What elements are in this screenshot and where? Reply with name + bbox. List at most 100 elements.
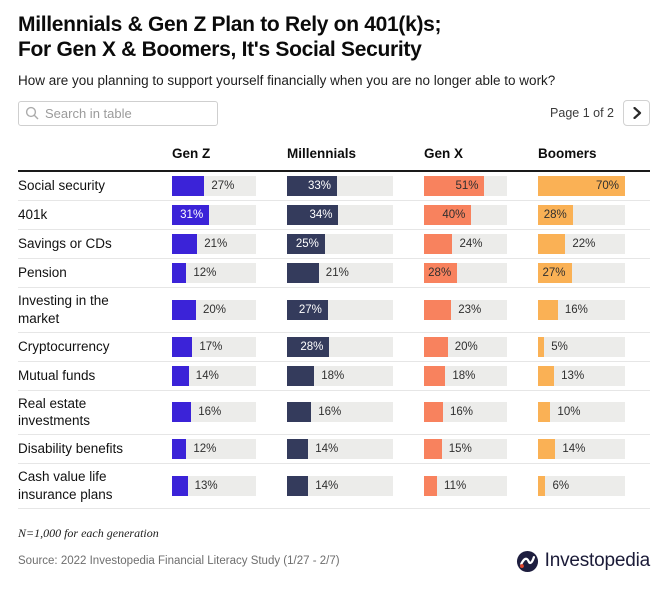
bar-value-label: 21% [325,267,349,279]
bar [424,299,452,320]
bar-cell: 11% [424,476,507,497]
title-line-2: For Gen X & Boomers, It's Social Securit… [18,38,422,61]
bar [172,205,210,225]
bar [172,476,188,497]
bar-value-label: 20% [454,340,478,353]
bar-cell: 18% [424,365,507,386]
bar-track: 16% [424,402,507,423]
bar-cell: 24% [424,234,507,254]
sample-size-note: N=1,000 for each generation [18,525,159,540]
bar [287,476,309,497]
bar-cell: 14% [538,439,625,460]
bar-cell: 21% [172,234,256,254]
bar [172,365,189,386]
bar-cell: 33% [287,176,393,196]
bar-value-label: 25% [295,238,319,250]
bar-cell: 21% [287,263,393,283]
bar [424,365,446,386]
bar [172,336,193,357]
search-box[interactable] [18,100,218,126]
bar-value-label: 21% [204,238,228,250]
bar [538,439,556,460]
bar-value-label: 40% [442,209,466,221]
bar-value-label: 22% [572,238,596,250]
table-row: Disability benefits 12% 14% 15% 14% [18,435,650,465]
bar-cell: 23% [424,299,507,320]
row-label: Savings or CDs [18,236,112,252]
bar-value-label: 17% [199,340,223,353]
pagination: Page 1 of 2 [550,100,650,126]
bar-cell: 70% [538,176,625,196]
bar-value-label: 28% [428,267,452,279]
bar [287,263,319,283]
column-header-boomers: Boomers [538,146,597,161]
bar-value-label: 51% [455,180,479,192]
bar-track: 16% [287,402,393,423]
bar-value-label: 5% [551,340,568,353]
bar-track: 11% [424,476,507,497]
bar-cell: 40% [424,205,507,225]
bar-track: 16% [538,299,625,320]
bar [424,402,443,423]
next-page-button[interactable] [623,100,650,126]
bar-value-label: 18% [321,369,345,382]
bar-value-label: 16% [449,406,473,419]
bar-value-label: 12% [193,267,217,279]
table-row: Investing in the market 20% 27% 23% 16% [18,288,650,333]
bar-track: 20% [424,336,507,357]
bar-track: 22% [538,234,625,254]
row-label: Investing in the market [18,293,109,326]
bar [287,205,339,225]
bar-value-label: 14% [562,443,586,456]
column-header-gen-z: Gen Z [172,146,211,161]
search-input[interactable] [45,105,211,121]
bar-track: 18% [287,365,393,386]
bar-track: 21% [172,234,256,254]
table-row: Savings or CDs 21% 25% 24% 22% [18,230,650,259]
row-label: Cryptocurrency [18,338,110,354]
data-table: Gen Z Millennials Gen X Boomers Social s… [18,146,650,509]
table-header-row: Gen Z Millennials Gen X Boomers [18,146,650,172]
column-header-gen-x: Gen X [424,146,464,161]
bar-value-label: 70% [595,180,619,192]
table-controls: Page 1 of 2 [18,100,650,126]
bar-track: 14% [538,439,625,460]
bar-track: 13% [538,365,625,386]
bar [172,402,192,423]
bar-track: 70% [538,176,625,196]
bar-value-label: 13% [561,369,585,382]
chart-card: Millennials & Gen Z Plan to Rely on 401(… [18,13,650,583]
source-credit: Source: 2022 Investopedia Financial Lite… [18,555,340,568]
bar-track: 27% [287,299,393,320]
bar-track: 14% [287,439,393,460]
bar-track: 28% [538,205,625,225]
bar [424,336,448,357]
bar-cell: 28% [287,336,393,357]
bar-value-label: 16% [564,303,588,316]
bar [538,205,573,225]
bar-cell: 13% [538,365,625,386]
bar [538,365,555,386]
bar [287,439,309,460]
bar-track: 18% [424,365,507,386]
row-label: Social security [18,178,106,194]
bar-track: 13% [172,476,256,497]
bar [538,234,566,254]
table-row: Cash value life insurance plans 13% 14% 11… [18,464,650,509]
row-label: Disability benefits [18,441,124,457]
bar-track: 16% [172,402,256,423]
title-line-1: Millennials & Gen Z Plan to Rely on 401(… [18,13,442,36]
bar [424,176,485,196]
table-row: Real estate investments 16% 16% 16% 10% [18,391,650,436]
bar-track: 10% [538,402,625,423]
bar-track: 27% [172,176,256,196]
bar-cell: 17% [172,336,256,357]
chart-footer: N=1,000 for each generation Source: 2022… [18,526,650,583]
bar-cell: 27% [172,176,256,196]
bar-cell: 51% [424,176,507,196]
bar-cell: 14% [172,365,256,386]
bar [172,234,198,254]
bar-value-label: 14% [195,369,219,382]
bar-value-label: 27% [298,303,322,316]
table-row: Mutual funds 14% 18% 18% 13% [18,362,650,391]
